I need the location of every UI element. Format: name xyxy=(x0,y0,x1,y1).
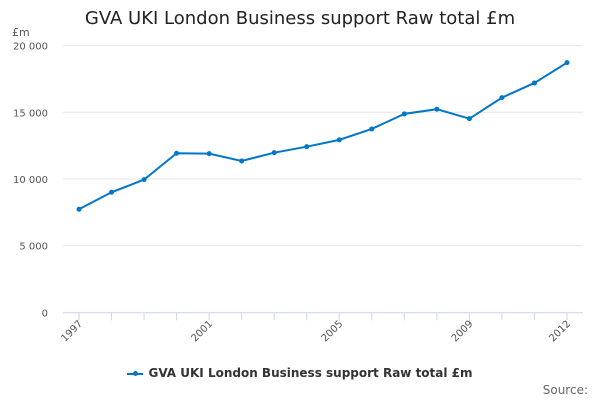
series-line xyxy=(78,61,568,211)
data-point xyxy=(141,177,147,183)
x-tick-label: 2001 xyxy=(189,319,215,345)
legend-marker-icon xyxy=(127,370,144,376)
data-point xyxy=(304,144,310,150)
y-tick-label: 15 000 xyxy=(13,108,48,119)
y-tick-label: 10 000 xyxy=(13,175,48,186)
data-point xyxy=(499,95,505,101)
data-point xyxy=(336,137,342,143)
data-point xyxy=(434,106,440,112)
data-point xyxy=(401,111,407,117)
data-point xyxy=(369,126,375,132)
y-tick-label: 5 000 xyxy=(19,242,48,253)
data-point xyxy=(531,80,537,86)
data-point xyxy=(76,206,82,212)
data-point xyxy=(239,158,245,164)
x-tick-label: 2005 xyxy=(320,319,346,345)
legend-label: GVA UKI London Business support Raw tota… xyxy=(148,366,473,380)
data-point xyxy=(109,189,115,195)
data-point xyxy=(174,150,180,156)
y-axis-label: £m xyxy=(12,26,30,39)
x-tick-label: 2009 xyxy=(450,319,476,345)
chart-title: GVA UKI London Business support Raw tota… xyxy=(84,8,516,29)
data-point xyxy=(466,116,472,122)
data-point xyxy=(206,151,212,157)
y-tick-label: 20 000 xyxy=(13,42,48,53)
legend-item[interactable]: GVA UKI London Business support Raw tota… xyxy=(0,366,600,380)
data-point xyxy=(271,150,277,156)
source-label: Source: xyxy=(542,383,588,397)
x-tick-label: 2012 xyxy=(547,319,573,345)
data-point xyxy=(564,60,570,66)
x-tick-label: 1997 xyxy=(59,319,85,345)
y-tick-label: 0 xyxy=(42,308,48,319)
